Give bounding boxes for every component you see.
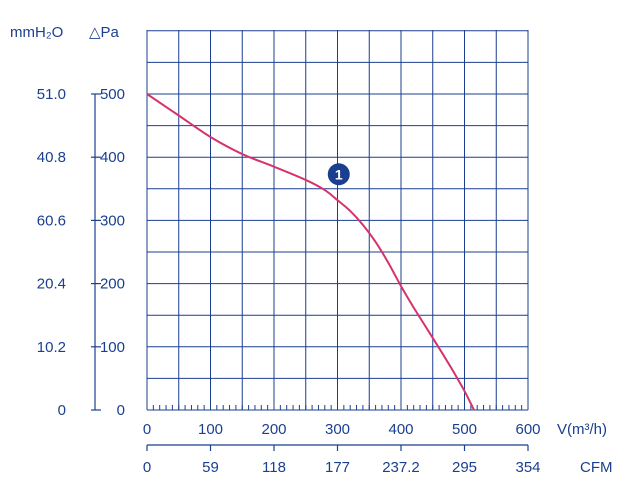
mmh2o-tick-label: 40.8 bbox=[37, 149, 66, 166]
cfm-tick-label: 0 bbox=[143, 459, 151, 476]
pa-tick-label: 100 bbox=[100, 339, 125, 356]
mmh2o-tick-label: 0 bbox=[58, 402, 66, 419]
pa-tick-label: 500 bbox=[100, 86, 125, 103]
mmh2o-tick-label: 60.6 bbox=[37, 212, 66, 229]
series-marker-label: 1 bbox=[335, 166, 343, 182]
flow-tick-label: 500 bbox=[452, 421, 477, 438]
series-marker-1: 1 bbox=[327, 163, 350, 186]
minor-ticks bbox=[146, 405, 529, 410]
flow-tick-label: 300 bbox=[325, 421, 350, 438]
pa-tick-label: 200 bbox=[100, 276, 125, 293]
mmh2o-axis-label: mmH₂O bbox=[10, 24, 63, 41]
cfm-axis-label: CFM bbox=[580, 459, 613, 476]
cfm-tick-label: 237.2 bbox=[382, 459, 420, 476]
pa-tick-label: 0 bbox=[117, 402, 125, 419]
flow-tick-labels: 0 100 200 300 400 500 600 bbox=[143, 421, 541, 438]
axes bbox=[91, 93, 529, 451]
cfm-tick-label: 118 bbox=[262, 459, 286, 476]
cfm-tick-labels: 0 59 118 177 237.2 295 354 bbox=[143, 459, 541, 476]
flow-tick-label: 600 bbox=[515, 421, 540, 438]
mmh2o-tick-label: 20.4 bbox=[37, 276, 66, 293]
series-marker-circle bbox=[327, 163, 350, 186]
flow-axis-label: V(m³/h) bbox=[557, 421, 607, 438]
flow-tick-label: 200 bbox=[261, 421, 286, 438]
pa-tick-label: 300 bbox=[100, 212, 125, 229]
pa-tick-label: 400 bbox=[100, 149, 125, 166]
mmh2o-tick-label: 51.0 bbox=[37, 86, 66, 103]
flow-tick-label: 0 bbox=[143, 421, 151, 438]
flow-tick-label: 100 bbox=[198, 421, 223, 438]
mmh2o-tick-labels: 0 10.2 20.4 60.6 40.8 51.0 bbox=[37, 86, 66, 419]
grid bbox=[146, 30, 529, 411]
series-curve-1 bbox=[146, 93, 475, 411]
cfm-tick-label: 354 bbox=[515, 459, 540, 476]
mmh2o-tick-label: 10.2 bbox=[37, 339, 66, 356]
flow-tick-label: 400 bbox=[388, 421, 413, 438]
cfm-tick-label: 295 bbox=[452, 459, 477, 476]
cfm-tick-label: 59 bbox=[202, 459, 219, 476]
pa-axis-label: △Pa bbox=[89, 24, 120, 41]
cfm-tick-label: 177 bbox=[325, 459, 350, 476]
pa-tick-labels: 0 100 200 300 400 500 bbox=[100, 86, 125, 419]
